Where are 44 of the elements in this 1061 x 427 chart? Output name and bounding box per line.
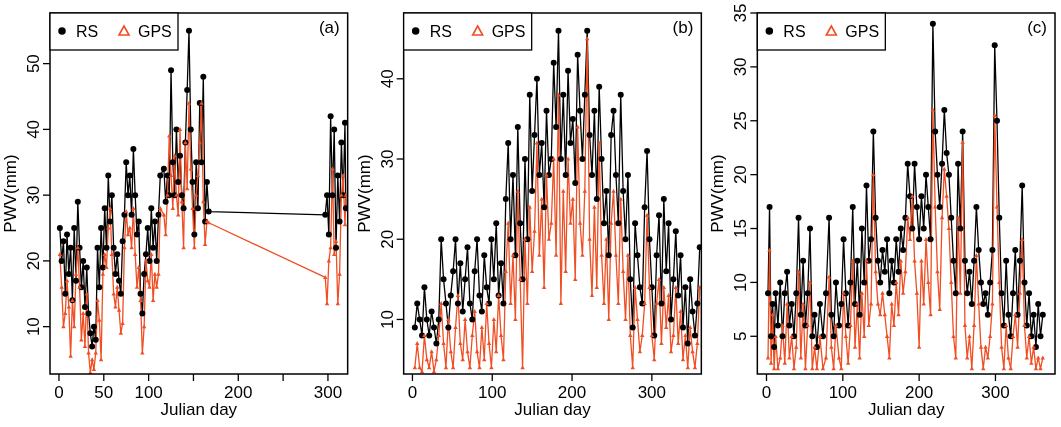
x-tick-label: 50 [94, 383, 114, 402]
x-tick-label: 200 [557, 383, 587, 402]
x-tick-label: 300 [981, 383, 1010, 402]
x-axis-title: Julian day [867, 400, 945, 419]
annotation: (b) [672, 18, 694, 37]
y-tick-label: 30 [731, 57, 751, 77]
x-tick-label: 300 [637, 383, 667, 402]
y-tick-label: 10 [731, 272, 751, 292]
y-axis-title: PWV(mm) [708, 154, 728, 233]
x-tick-label: 300 [313, 383, 343, 402]
x-axis-title: Julian day [160, 400, 238, 419]
x-axis-title: Julian day [514, 400, 592, 419]
y-tick-label: 50 [24, 54, 43, 74]
y-tick-label: 20 [377, 229, 397, 249]
x-tick-label: 0 [761, 383, 772, 402]
y-tick-label: 5 [731, 331, 751, 342]
legend-label: GPS [845, 23, 880, 40]
x-tick-label: 0 [407, 383, 418, 402]
y-tick-label: 40 [24, 119, 43, 139]
x-tick-label: 100 [478, 383, 507, 402]
x-tick-label: 100 [134, 383, 163, 402]
x-tick-label: 200 [224, 383, 253, 402]
y-tick-label: 10 [377, 309, 397, 329]
x-tick-label: 100 [828, 383, 857, 402]
legend-label: RS [429, 23, 452, 40]
annotation: (a) [318, 18, 340, 37]
y-tick-label: 25 [731, 111, 751, 131]
x-tick-label: 0 [54, 383, 64, 402]
legend-label: RS [76, 23, 99, 40]
y-tick-label: 30 [377, 149, 397, 169]
y-axis-title: PWV(mm) [1, 154, 20, 233]
y-tick-label: 35 [731, 3, 751, 23]
y-tick-label: 40 [377, 69, 397, 89]
legend-label: GPS [491, 23, 526, 40]
legend-label: RS [783, 23, 806, 40]
annotation: (c) [1027, 18, 1047, 37]
y-axis-title: PWV(mm) [354, 154, 374, 233]
y-tick-label: 20 [731, 165, 751, 185]
y-tick-label: 30 [24, 185, 43, 205]
y-tick-label: 15 [731, 219, 751, 238]
x-tick-label: 200 [904, 383, 934, 402]
y-tick-label: 20 [24, 251, 43, 271]
y-tick-label: 10 [24, 317, 43, 337]
legend-label: GPS [138, 23, 172, 40]
